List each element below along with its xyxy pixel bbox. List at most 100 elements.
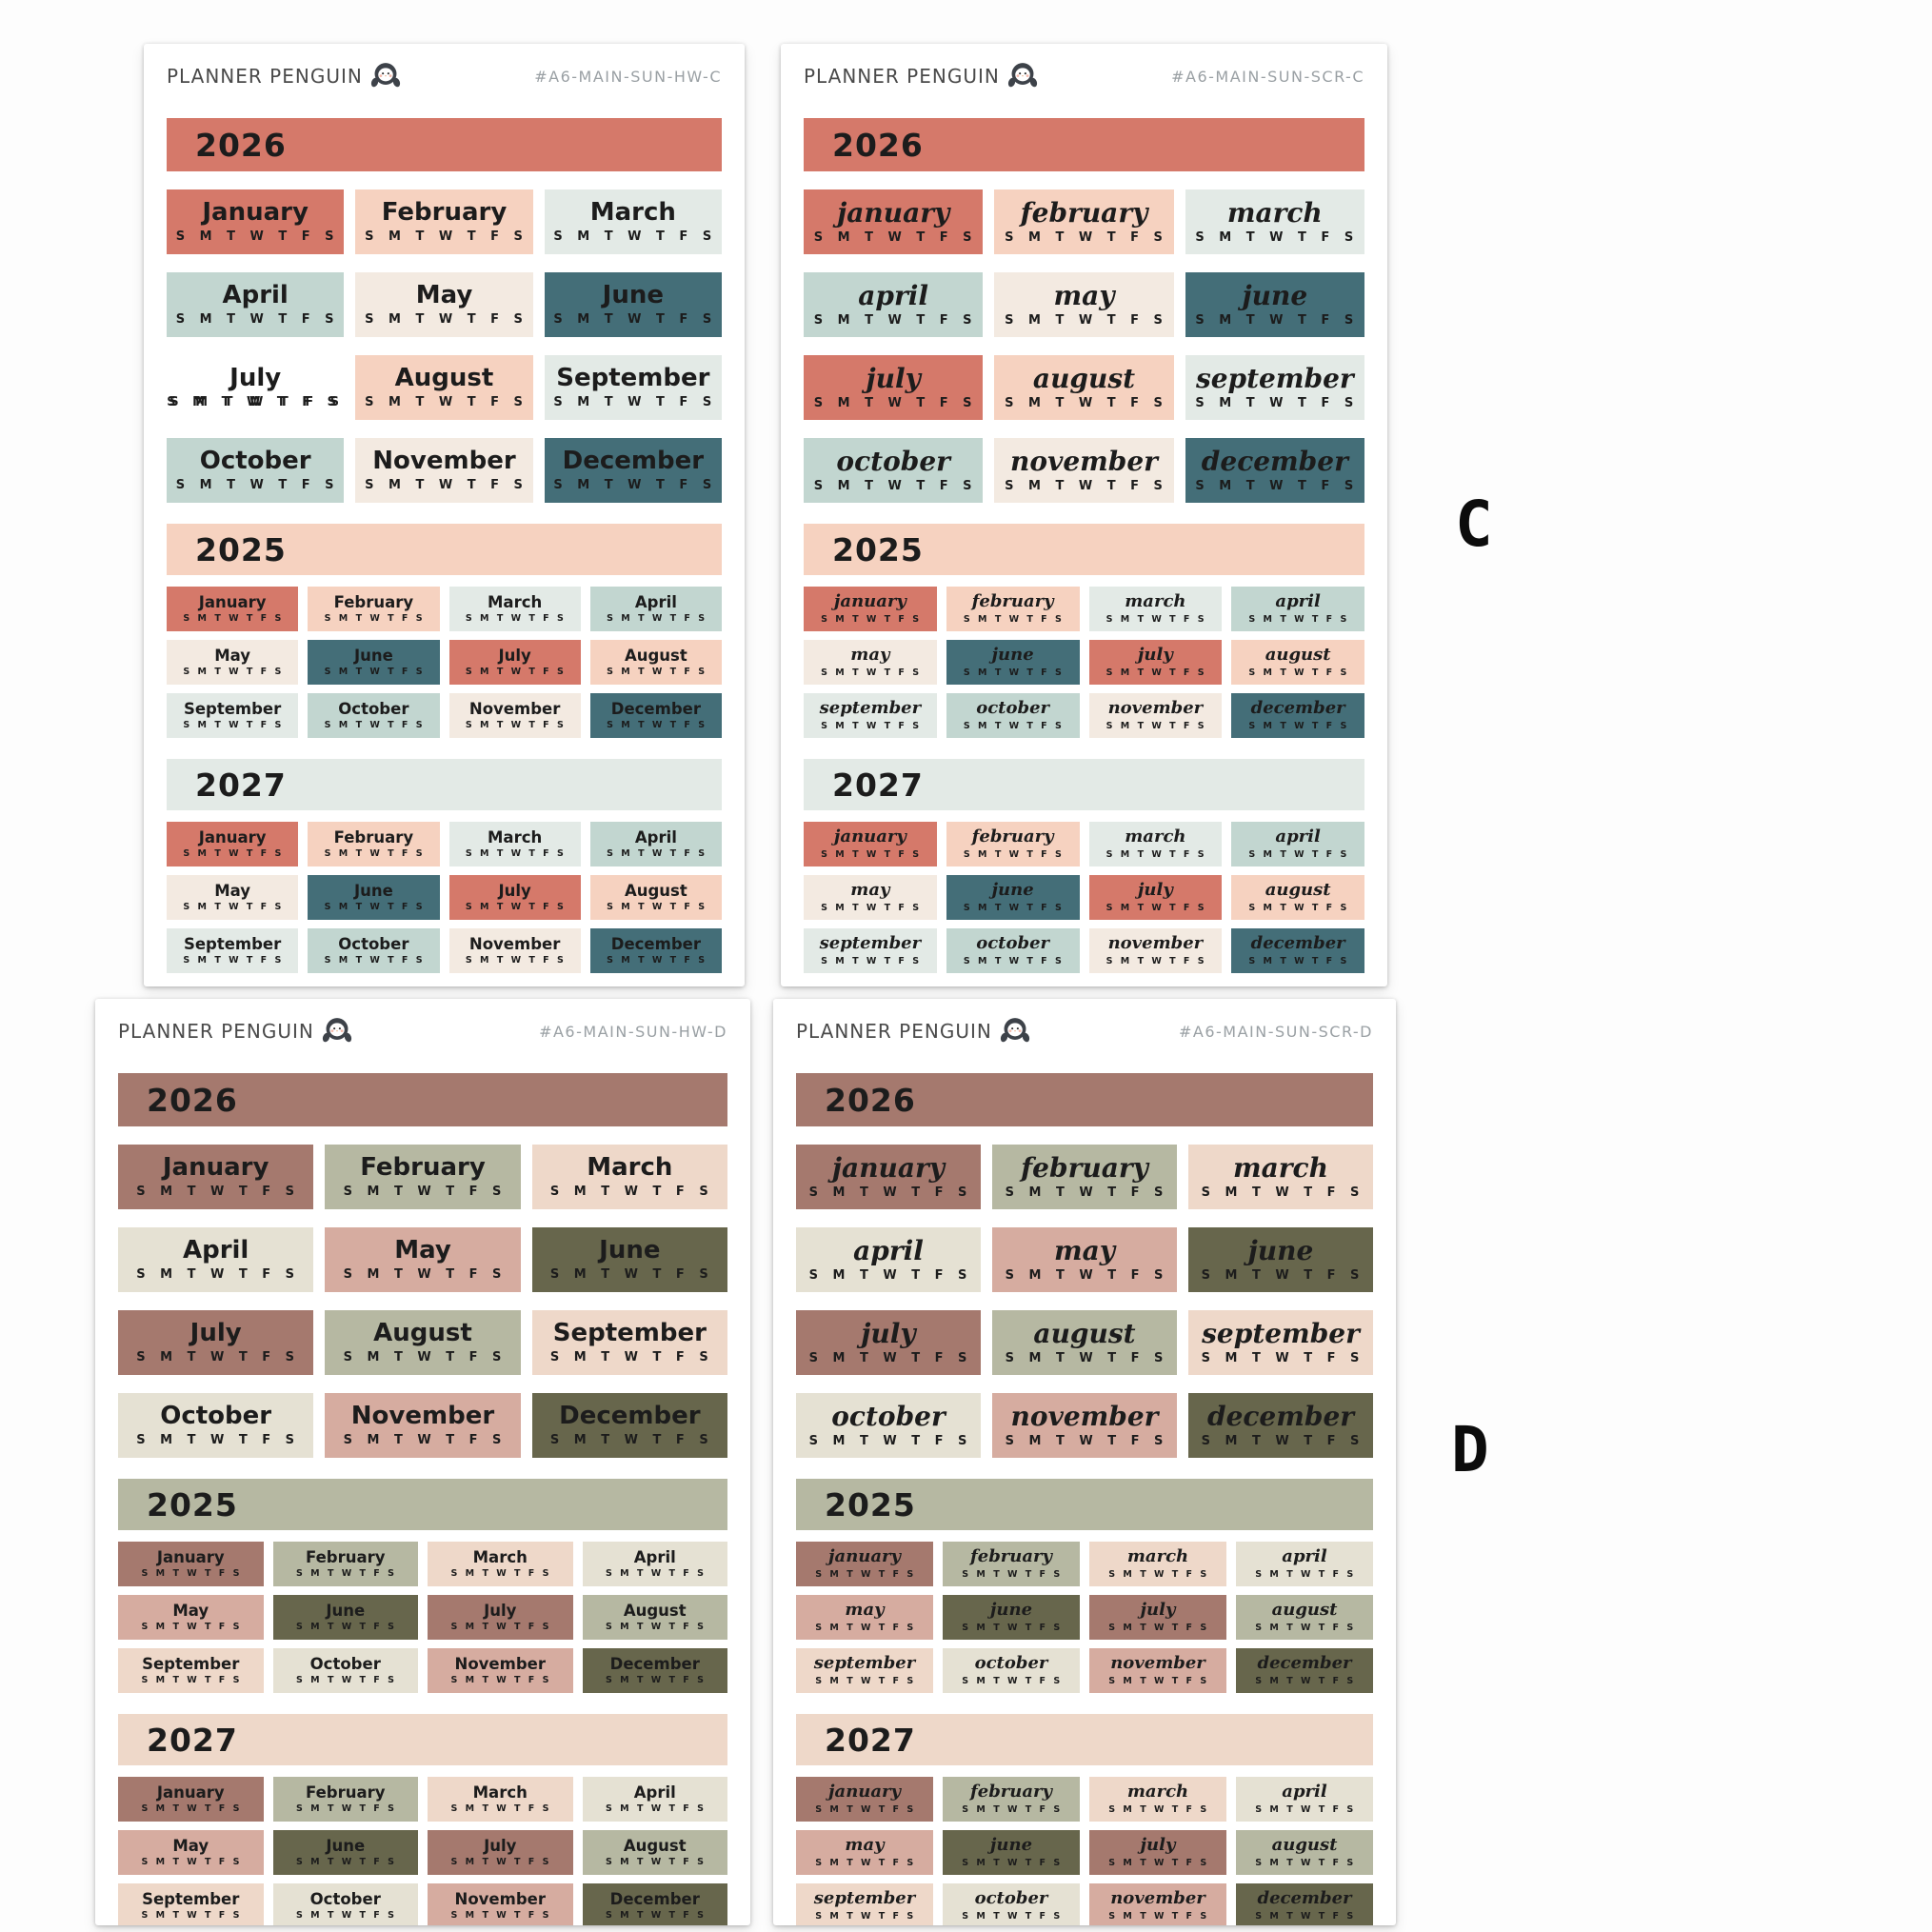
month-sticker-august-2026: August S M T W T F S [325,1310,521,1375]
month-name: november [1010,445,1158,477]
month-sticker-june-2026: June S M T W T F S [544,272,722,337]
month-sticker-february-2026: february S M T W T F S [992,1145,1177,1209]
month-name: april [858,279,929,311]
day-letters: S M T W T F S [141,1857,240,1868]
month-name: july [1137,880,1173,901]
month-name: september [819,698,922,719]
month-sticker-april-2027: april S M T W T F S [1231,822,1364,866]
month-sticker-november-2026: November S M T W T F S [355,438,533,503]
month-sticker-december-2027: december S M T W T F S [1231,928,1364,973]
brand: PLANNER PENGUIN [167,60,403,92]
month-sticker-january-2025: january S M T W T F S [804,587,937,631]
month-name: september [813,1653,916,1674]
month-name: september [1202,1317,1360,1349]
month-sticker-may-2027: May S M T W T F S [118,1830,264,1875]
day-letters: S M T W T F S [1105,720,1205,731]
day-letters: S M T W T F S [606,1857,705,1868]
day-letters: S M T W T F S [1195,230,1355,246]
month-sticker-april-2026: april S M T W T F S [796,1227,981,1292]
month-sticker-october-2027: October S M T W T F S [308,928,440,973]
month-sticker-june-2025: June S M T W T F S [308,640,440,685]
month-sticker-march-2026: march S M T W T F S [1185,189,1364,254]
day-letters: S M T W T F S [1108,1675,1207,1686]
day-letters: S M T W T F S [141,1622,240,1633]
year-banner-2025: 2025 [796,1479,1373,1530]
day-letters: S M T W T F S [815,1568,914,1580]
day-letters: S M T W T F S [1195,396,1355,411]
month-name: October [160,1401,272,1430]
month-name: December [610,699,701,718]
month-name: July [484,1601,517,1620]
month-name: june [991,880,1034,901]
month-name: February [381,197,508,227]
day-letters: S M T W T F S [1108,1803,1207,1815]
month-name: December [609,1889,700,1908]
month-sticker-august-2027: August S M T W T F S [589,875,722,920]
month-sticker-may-2026: may S M T W T F S [992,1227,1177,1292]
sheet-header: PLANNER PENGUIN #A6-MAIN-SUN-SCR-D [796,1012,1373,1050]
day-letters: S M T W T F S [136,1433,296,1448]
month-sticker-february-2026: February S M T W T F S [355,189,533,254]
day-letters: S M T W T F S [136,1185,296,1200]
month-sticker-february-2025: February S M T W T F S [308,587,440,631]
year-banner-2027: 2027 [804,759,1364,810]
month-name: july [861,1317,916,1349]
year-label-2026: 2026 [147,1081,238,1119]
month-sticker-february-2027: february S M T W T F S [946,822,1080,866]
day-letters: S M T W T F S [141,1675,240,1686]
month-sticker-october-2025: october S M T W T F S [943,1648,1080,1693]
month-name: september [813,1888,916,1909]
month-name: January [162,1152,269,1182]
month-sticker-january-2027: january S M T W T F S [804,822,937,866]
month-sticker-november-2026: november S M T W T F S [994,438,1174,503]
month-name: November [468,699,561,718]
month-name: April [633,1783,676,1802]
month-name: September [556,363,710,392]
day-letters: S M T W T F S [1248,720,1347,731]
month-name: may [1053,1234,1116,1266]
month-name: december [1250,933,1345,954]
month-sticker-september-2026: September S M T W T F S [544,355,722,420]
month-name: july [1140,1600,1176,1621]
month-sticker-june-2026: june S M T W T F S [1188,1227,1373,1292]
month-grid-2026: January S M T W T F S February S M T W T F … [118,1145,727,1458]
month-sticker-may-2025: May S M T W T F S [167,640,299,685]
month-name: may [850,880,890,901]
month-sticker-august-2025: august S M T W T F S [1236,1595,1373,1640]
day-letters: S M T W T F S [962,1622,1061,1633]
sheet-body: 2026 January S M T W T F S February S M T W … [118,1073,727,1925]
day-letters: S M T W T F S [1105,613,1205,625]
month-sticker-july-2027: july S M T W T F S [1088,875,1223,920]
month-name: may [845,1600,885,1621]
month-name: August [373,1318,472,1347]
month-sticker-september-2026: September S M T W T F S [531,1310,727,1375]
day-letters: S M T W T F S [136,1350,296,1365]
month-name: december [1206,1400,1355,1432]
month-sticker-december-2026: december S M T W T F S [1185,438,1364,503]
month-name: october [974,1888,1048,1909]
sku-code: #A6-MAIN-SUN-SCR-D [1178,1022,1373,1041]
year-banner-2026: 2026 [804,118,1364,171]
month-name: April [222,280,289,309]
month-sticker-september-2025: September S M T W T F S [167,693,299,738]
day-letters: S M T W T F S [1105,667,1205,678]
month-sticker-may-2025: May S M T W T F S [118,1595,264,1640]
month-sticker-april-2027: April S M T W T F S [582,1777,727,1822]
month-name: may [1053,279,1115,311]
month-sticker-february-2027: february S M T W T F S [943,1777,1080,1822]
month-name: August [624,646,687,665]
month-sticker-february-2026: february S M T W T F S [994,189,1174,254]
month-sticker-july-2025: July S M T W T F S [448,640,581,685]
month-sticker-october-2026: october S M T W T F S [796,1393,981,1458]
day-letters: S M T W T F S [343,1185,503,1200]
month-name: march [1126,1546,1189,1567]
day-letters: S M T W T F S [962,1857,1061,1868]
month-name: october [831,1400,946,1432]
month-name: March [472,1547,528,1566]
day-letters: S M T W T F S [1195,313,1355,329]
day-letters: S M T W T F S [813,396,973,411]
month-name: May [214,646,251,665]
day-letters: S M T W T F S [607,848,706,860]
month-sticker-january-2025: January S M T W T F S [118,1542,264,1586]
